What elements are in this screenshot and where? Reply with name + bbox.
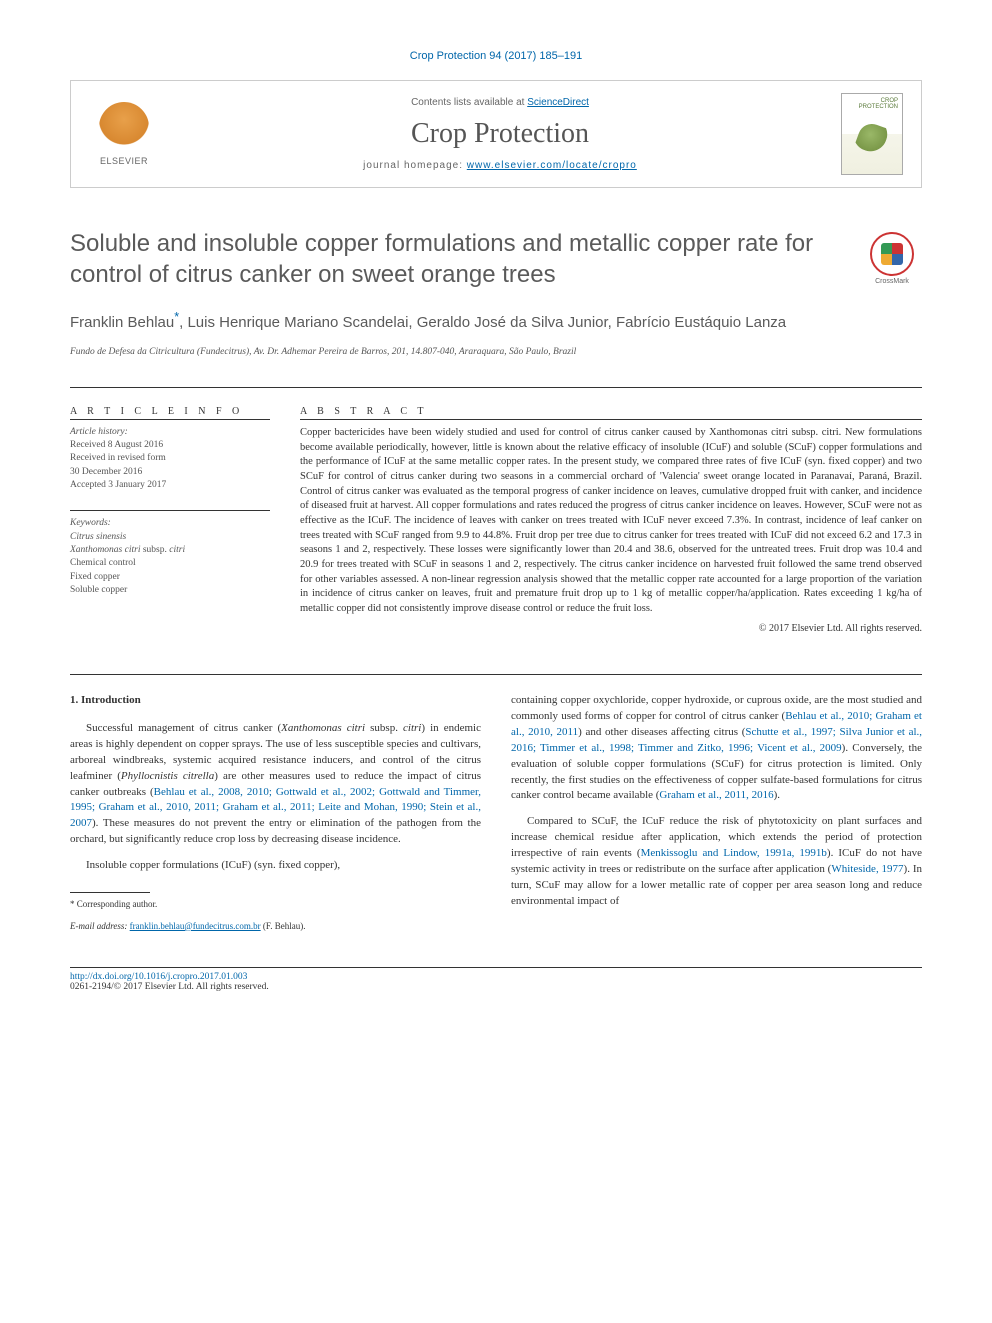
abstract-heading: A B S T R A C T (300, 406, 922, 417)
elsevier-logo[interactable]: ELSEVIER (89, 94, 159, 174)
journal-reference: Crop Protection 94 (2017) 185–191 (70, 50, 922, 62)
intro-paragraph-2: Insoluble copper formulations (ICuF) (sy… (70, 858, 481, 874)
keywords-block: Keywords: Citrus sinensis Xanthomonas ci… (70, 517, 270, 597)
author-email-link[interactable]: franklin.behlau@fundecitrus.com.br (130, 921, 261, 931)
email-suffix: (F. Behlau). (261, 921, 306, 931)
elsevier-tree-icon (99, 102, 149, 152)
cover-leaf-icon (854, 120, 890, 156)
history-revised-2: 30 December 2016 (70, 467, 142, 477)
abstract-column: A B S T R A C T Copper bactericides have… (300, 406, 922, 634)
affiliation: Fundo de Defesa da Citricultura (Fundeci… (70, 347, 922, 357)
crossmark-circle-icon (870, 232, 914, 276)
footnote-rule (70, 892, 150, 893)
abstract-text: Copper bactericides have been widely stu… (300, 426, 922, 617)
corresponding-author-note: * Corresponding author. (70, 899, 481, 911)
keyword-5: Soluble copper (70, 585, 127, 595)
cite-group-5[interactable]: Menkissoglu and Lindow, 1991a, 1991b (641, 847, 827, 859)
history-accepted: Accepted 3 January 2017 (70, 480, 166, 490)
section-1-heading: 1. Introduction (70, 693, 481, 709)
history-revised-1: Received in revised form (70, 453, 166, 463)
intro-paragraph-3: containing copper oxychloride, copper hy… (511, 693, 922, 805)
contents-prefix: Contents lists available at (411, 97, 527, 108)
cover-title: CROP PROTECTION (842, 98, 902, 110)
email-footnote: E-mail address: franklin.behlau@fundecit… (70, 921, 481, 933)
homepage-prefix: journal homepage: (363, 160, 467, 171)
abstract-copyright: © 2017 Elsevier Ltd. All rights reserved… (300, 623, 922, 634)
cite-group-4[interactable]: Graham et al., 2011, 2016 (659, 789, 773, 801)
sciencedirect-link[interactable]: ScienceDirect (527, 97, 589, 108)
elsevier-label: ELSEVIER (100, 156, 148, 166)
body-two-column: 1. Introduction Successful management of… (70, 693, 922, 943)
crossmark-inner-icon (881, 243, 903, 265)
doi-link[interactable]: http://dx.doi.org/10.1016/j.cropro.2017.… (70, 972, 922, 982)
authors-list: Franklin Behlau*, Luis Henrique Mariano … (70, 308, 922, 335)
abstract-rule (300, 419, 922, 420)
keyword-2: Xanthomonas citri subsp. citri (70, 545, 185, 555)
keywords-label: Keywords: (70, 518, 111, 528)
top-divider (70, 387, 922, 388)
bottom-copyright: 0261-2194/© 2017 Elsevier Ltd. All right… (70, 982, 922, 992)
mid-divider (70, 674, 922, 675)
journal-name: Crop Protection (159, 118, 841, 150)
crossmark-badge[interactable]: CrossMark (862, 228, 922, 288)
history-received: Received 8 August 2016 (70, 440, 163, 450)
keyword-1: Citrus sinensis (70, 532, 126, 542)
article-info-heading: A R T I C L E I N F O (70, 406, 270, 417)
journal-header: ELSEVIER Contents lists available at Sci… (70, 80, 922, 188)
intro-paragraph-1: Successful management of citrus canker (… (70, 721, 481, 849)
cite-group-6[interactable]: Whiteside, 1977 (831, 863, 903, 875)
header-center: Contents lists available at ScienceDirec… (159, 97, 841, 171)
crossmark-label: CrossMark (875, 278, 909, 285)
article-history-block: Article history: Received 8 August 2016 … (70, 426, 270, 492)
email-label: E-mail address: (70, 921, 130, 931)
homepage-line: journal homepage: www.elsevier.com/locat… (159, 160, 841, 171)
info-rule-1 (70, 419, 270, 420)
journal-cover-thumbnail[interactable]: CROP PROTECTION (841, 93, 903, 175)
article-info-column: A R T I C L E I N F O Article history: R… (70, 406, 270, 634)
bottom-divider (70, 967, 922, 968)
article-title: Soluble and insoluble copper formulation… (70, 228, 842, 290)
keyword-3: Chemical control (70, 558, 136, 568)
intro-paragraph-4: Compared to SCuF, the ICuF reduce the ri… (511, 814, 922, 910)
body-column-left: 1. Introduction Successful management of… (70, 693, 481, 943)
info-rule-2 (70, 510, 270, 511)
keyword-4: Fixed copper (70, 572, 120, 582)
contents-available-line: Contents lists available at ScienceDirec… (159, 97, 841, 108)
history-label: Article history: (70, 427, 128, 437)
body-column-right: containing copper oxychloride, copper hy… (511, 693, 922, 943)
homepage-link[interactable]: www.elsevier.com/locate/cropro (467, 160, 637, 171)
